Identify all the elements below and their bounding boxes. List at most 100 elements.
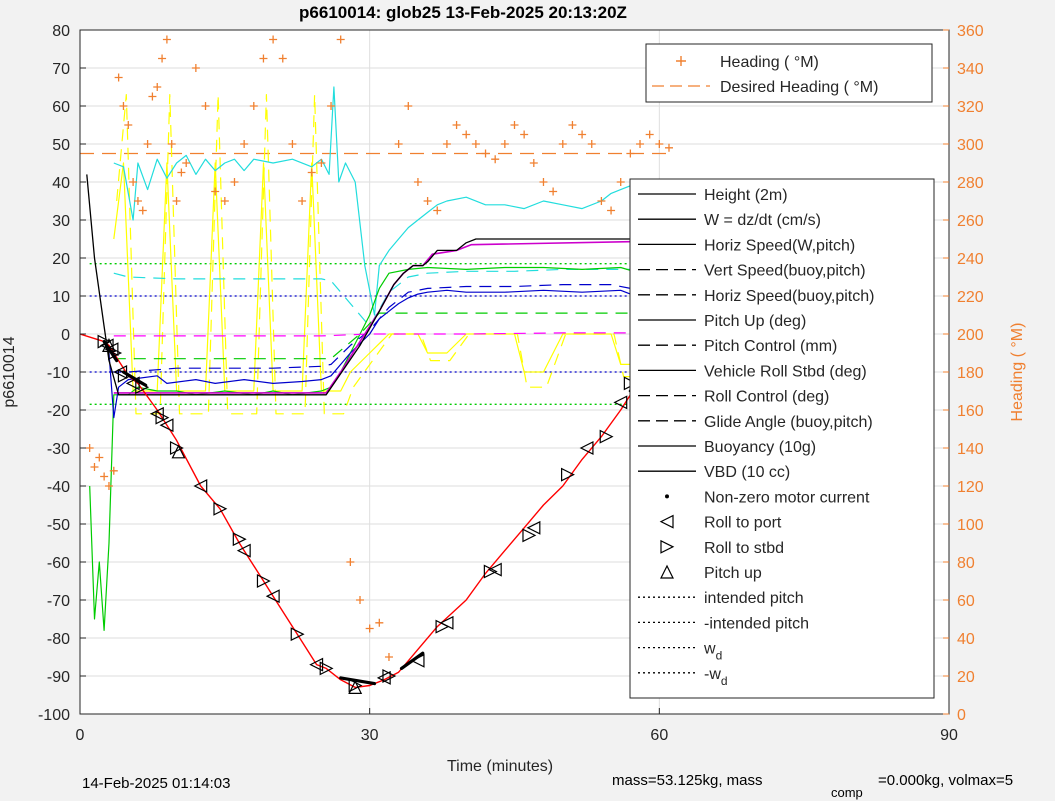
heading-point (481, 149, 490, 158)
roll-to-stbd-marker (135, 380, 150, 395)
heading-point (327, 102, 336, 110)
w-dzdt-line (108, 285, 670, 419)
motor-current-segment (339, 676, 377, 686)
heading-point (529, 159, 538, 167)
heading-point (158, 54, 167, 63)
roll-to-stbd-marker (97, 334, 112, 349)
roll-to-port-marker (526, 520, 541, 535)
heading-point (452, 121, 461, 129)
legend-main-entry: -intended pitch (704, 615, 809, 632)
heading-point (616, 178, 625, 186)
vert-speed-buoy-line (109, 284, 669, 373)
y-left-tick-label: -60 (47, 555, 70, 572)
legend-main-entry: intended pitch (704, 590, 804, 607)
roll-to-stbd-marker (599, 429, 614, 444)
roll-to-stbd-marker (435, 619, 450, 634)
heading-point (655, 140, 664, 148)
series-layer (80, 86, 672, 689)
roll-to-port-marker (579, 441, 594, 455)
heading-point (568, 121, 577, 129)
left-axis-label: p6610014 (1, 336, 18, 407)
height-line (80, 333, 670, 689)
heading-point (413, 178, 422, 186)
roll-to-stbd-marker (155, 410, 170, 425)
heading-point (143, 140, 152, 148)
y-right-tick-label: 340 (957, 61, 984, 78)
y-left-tick-label: 70 (52, 61, 70, 78)
y-left-tick-label: 80 (52, 23, 70, 40)
heading-point (129, 178, 138, 186)
y-left-tick-label: -10 (47, 365, 70, 382)
heading-point (607, 206, 616, 215)
heading-point (138, 206, 147, 215)
legend-main-entry: Buoyancy (10g) (704, 439, 816, 456)
heading-point (664, 143, 673, 152)
heading-point (90, 463, 99, 471)
y-left-tick-label: -30 (47, 441, 70, 458)
roll-to-port-marker (309, 657, 324, 672)
heading-point (317, 159, 326, 167)
legend-main-entry: Vert Speed(buoy,pitch) (704, 263, 866, 280)
legend-swatch (660, 564, 674, 579)
heading-point (119, 102, 128, 110)
roll-to-stbd-marker (213, 501, 228, 516)
x-tick-label: 90 (940, 727, 958, 744)
heading-point (500, 140, 509, 148)
legend-swatch (660, 539, 675, 554)
roll-to-stbd-marker (256, 574, 271, 588)
heading-point (85, 444, 94, 452)
legend-heading-box (645, 43, 933, 103)
legend-swatch (659, 514, 674, 529)
heading-point (423, 197, 432, 205)
roll-to-stbd-marker (319, 661, 334, 676)
heading-point (433, 206, 442, 215)
footer-mass-comp-sub: comp (831, 785, 863, 800)
y-left-tick-label: 50 (52, 137, 70, 154)
vehicle-roll-line (113, 162, 669, 392)
heading-point (336, 35, 345, 44)
heading-point (148, 92, 157, 101)
y-left-tick-label: 10 (52, 289, 70, 306)
right-axis-label: Heading ( °M) (1009, 323, 1026, 422)
y-right-tick-label: 0 (957, 707, 966, 724)
legend-main-box (629, 178, 935, 699)
heading-point (269, 35, 278, 44)
y-left-tick-label: -70 (47, 593, 70, 610)
legend-main-entry: W = dz/dt (cm/s) (704, 212, 821, 229)
x-tick-label: 0 (76, 727, 85, 744)
y-right-tick-label: 120 (957, 479, 984, 496)
legend-main-entry: Roll to stbd (704, 540, 784, 557)
heading-point (249, 102, 258, 110)
roll-to-stbd-marker (522, 528, 537, 543)
x-tick-label: 60 (650, 727, 668, 744)
heading-point (558, 140, 567, 148)
heading-point (211, 187, 220, 196)
roll-to-stbd-marker (117, 368, 132, 383)
legend-main-entry: Glide Angle (buoy,pitch) (704, 414, 873, 431)
heading-point (404, 102, 413, 110)
heading-point (510, 121, 519, 129)
legend-main-entry: Height (2m) (704, 187, 788, 204)
heading-point (177, 168, 186, 177)
y-right-tick-label: 220 (957, 289, 984, 306)
heading-point (259, 54, 268, 63)
heading-point (201, 102, 210, 110)
legend-main-entry: Vehicle Roll Stbd (deg) (704, 363, 867, 380)
y-right-tick-label: 80 (957, 555, 975, 572)
y-right-tick-label: 200 (957, 327, 984, 344)
pitch-up-marker (101, 338, 116, 352)
y-left-tick-label: -90 (47, 669, 70, 686)
heading-point (471, 140, 480, 148)
roll-to-port-marker (193, 479, 208, 493)
y-left-tick-label: -40 (47, 479, 70, 496)
heading-point (182, 159, 191, 167)
y-right-tick-label: 20 (957, 669, 975, 686)
roll-to-port-marker (159, 418, 174, 433)
heading-point (587, 140, 596, 148)
y-right-tick-label: 320 (957, 99, 984, 116)
heading-point (636, 140, 645, 148)
legend-main-entry: Pitch up (704, 565, 762, 582)
heading-point (365, 624, 374, 633)
heading-point (298, 197, 307, 205)
